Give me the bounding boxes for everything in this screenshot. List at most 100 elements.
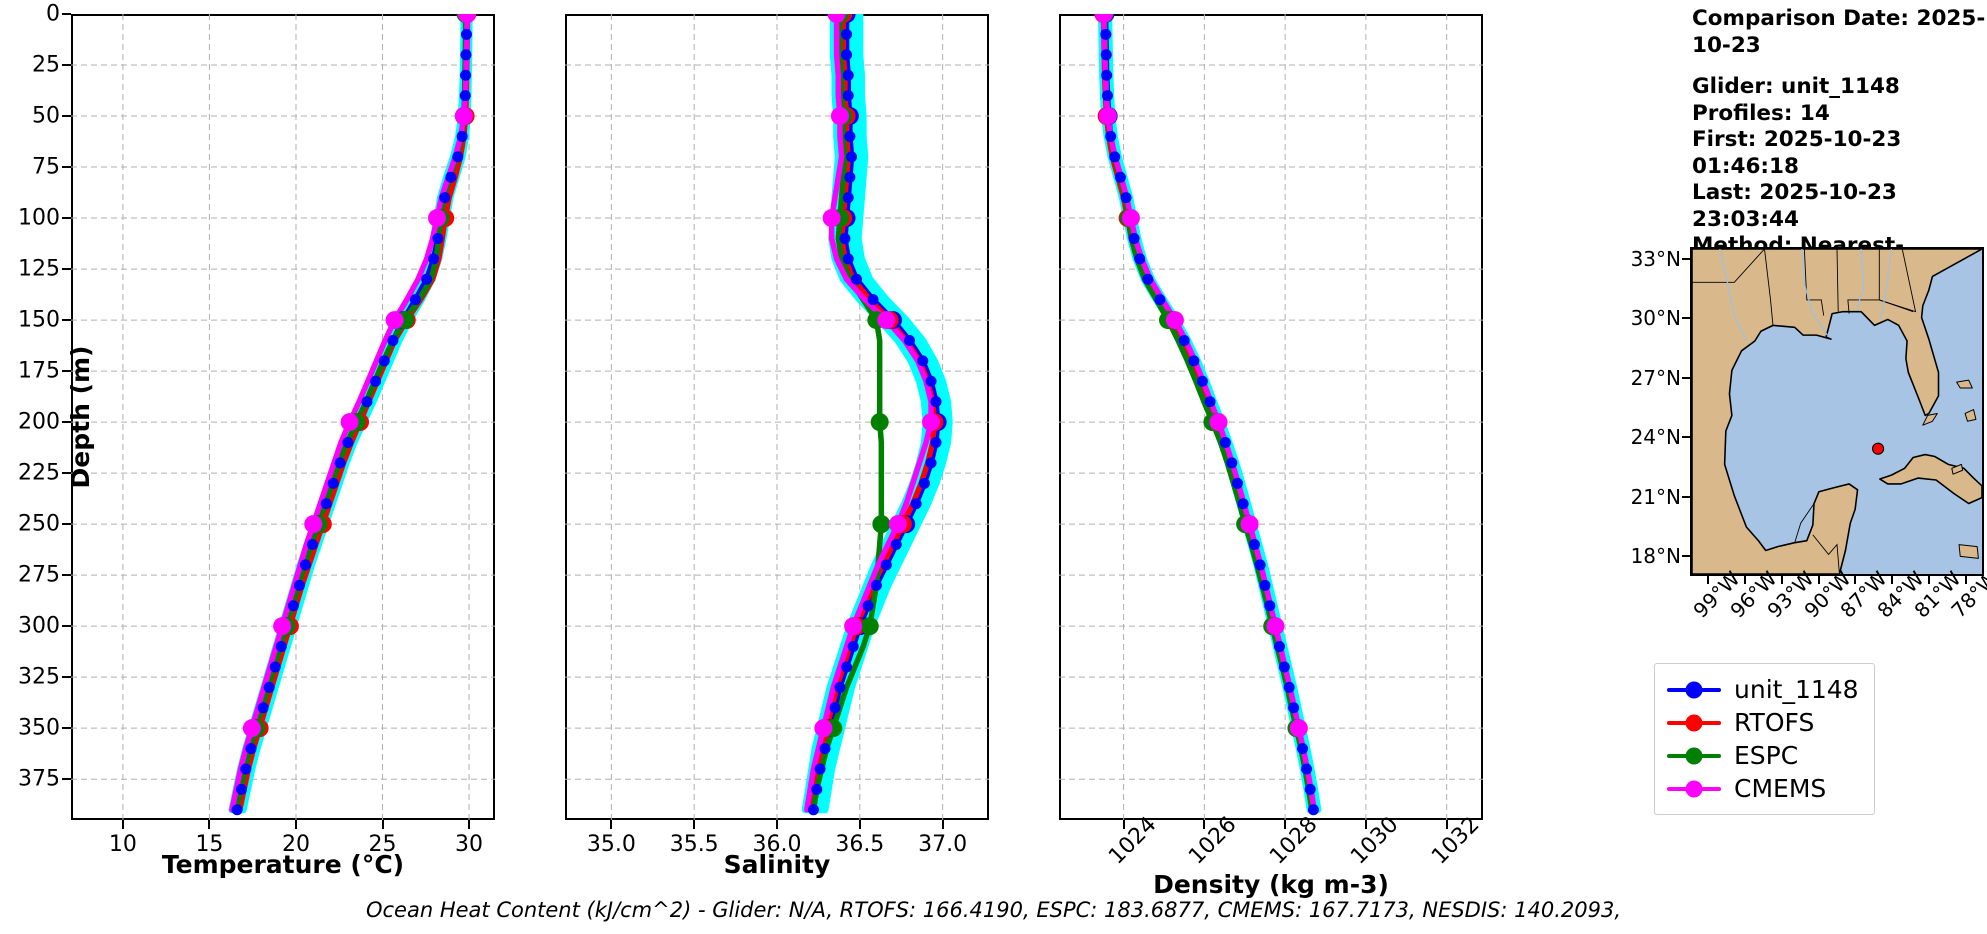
depth-tick-mark xyxy=(62,370,71,373)
axis-tick-label: 35.5 xyxy=(669,832,719,857)
depth-tick-label: 375 xyxy=(18,766,60,792)
axis-tick-mark xyxy=(610,820,613,829)
salinity-axis-label: Salinity xyxy=(723,850,831,879)
depth-tick-mark xyxy=(62,625,71,628)
map-lat-tick-mark xyxy=(1682,555,1690,558)
map-lat-tick-mark xyxy=(1682,257,1690,260)
depth-tick-mark xyxy=(62,166,71,169)
depth-tick-label: 100 xyxy=(18,205,60,231)
legend-item-unit_1148[interactable]: unit_1148 xyxy=(1667,673,1859,706)
axis-tick-mark xyxy=(468,820,471,829)
series-legend: unit_1148 RTOFS ESPC CMEMS xyxy=(1654,663,1875,815)
legend-line-swatch xyxy=(1667,681,1721,698)
depth-tick-mark xyxy=(62,64,71,66)
depth-tick-label: 200 xyxy=(18,409,60,435)
map-lat-tick-label: 24°N xyxy=(1630,425,1681,450)
depth-tick-mark xyxy=(62,778,71,781)
map-frame xyxy=(1690,247,1984,576)
metadata-block: Comparison Date: 2025-10-23 Glider: unit… xyxy=(1692,6,1987,286)
temperature-plot-frame xyxy=(71,14,495,820)
axis-tick-mark xyxy=(941,820,944,829)
depth-tick-mark xyxy=(62,421,71,424)
depth-tick-label: 0 xyxy=(46,1,60,27)
map-lat-tick-label: 18°N xyxy=(1630,544,1681,569)
first-profile-time-text: First: 2025-10-23 01:46:18 xyxy=(1692,127,1902,179)
axis-tick-mark xyxy=(121,820,124,829)
axis-tick-label: 1028 xyxy=(1265,812,1323,870)
map-lat-tick-label: 33°N xyxy=(1630,246,1681,271)
depth-tick-label: 75 xyxy=(32,154,60,180)
legend-item-label: RTOFS xyxy=(1734,708,1815,737)
legend-item-rtofs[interactable]: RTOFS xyxy=(1667,706,1859,739)
glider-id-text: Glider: unit_1148 xyxy=(1692,74,1900,99)
depth-tick-mark xyxy=(62,268,71,271)
legend-item-label: CMEMS xyxy=(1734,774,1827,803)
map-lat-tick-label: 30°N xyxy=(1630,306,1681,331)
depth-tick-mark xyxy=(62,217,71,220)
axis-tick-label: 36.0 xyxy=(752,832,802,857)
legend-item-label: unit_1148 xyxy=(1734,675,1859,704)
axis-tick-label: 1030 xyxy=(1346,812,1404,870)
salinity-plot-canvas xyxy=(565,14,989,820)
density-plot-canvas xyxy=(1059,14,1483,820)
depth-tick-label: 250 xyxy=(18,511,60,537)
depth-tick-label: 25 xyxy=(32,52,60,78)
axis-tick-mark xyxy=(381,820,384,829)
depth-tick-mark xyxy=(62,13,71,15)
legend-line-swatch xyxy=(1667,714,1721,731)
spacer xyxy=(1692,59,1987,74)
axis-tick-mark xyxy=(776,820,778,829)
depth-axis-label: Depth (m) xyxy=(65,345,95,489)
axis-tick-mark xyxy=(1284,820,1287,829)
legend-line-swatch xyxy=(1667,780,1721,797)
axis-tick-mark xyxy=(693,820,696,829)
ocean-heat-content-caption: Ocean Heat Content (kJ/cm^2) - Glider: N… xyxy=(0,898,1987,922)
map-lat-tick-mark xyxy=(1682,495,1690,498)
map-lon-tick-mark xyxy=(1891,576,1894,584)
axis-tick-label: 1032 xyxy=(1426,812,1485,870)
density-plot-frame xyxy=(1059,14,1483,820)
axis-tick-mark xyxy=(858,820,861,829)
map-lon-tick-mark xyxy=(1927,576,1930,584)
depth-tick-mark xyxy=(62,472,71,475)
map-lon-tick-mark xyxy=(1707,576,1710,584)
axis-tick-mark xyxy=(1445,820,1448,829)
axis-tick-label: 15 xyxy=(195,832,224,857)
legend-item-cmems[interactable]: CMEMS xyxy=(1667,772,1859,805)
depth-tick-label: 175 xyxy=(18,358,60,384)
axis-tick-mark xyxy=(294,820,297,829)
comparison-date-text: Comparison Date: 2025-10-23 xyxy=(1692,6,1986,58)
legend-item-label: ESPC xyxy=(1734,741,1799,770)
depth-tick-mark xyxy=(62,676,71,679)
axis-tick-label: 10 xyxy=(108,832,137,857)
map-lon-tick-mark xyxy=(1817,576,1820,584)
legend-item-espc[interactable]: ESPC xyxy=(1667,739,1859,772)
profiles-count-text: Profiles: 14 xyxy=(1692,100,1830,126)
axis-tick-label: 36.5 xyxy=(835,832,885,857)
axis-tick-label: 25 xyxy=(368,832,397,857)
map-lat-tick-label: 27°N xyxy=(1630,365,1681,390)
map-lat-tick-label: 21°N xyxy=(1630,484,1681,509)
last-profile-time-text: Last: 2025-10-23 23:03:44 xyxy=(1692,180,1897,232)
axis-tick-mark xyxy=(1203,820,1206,829)
axis-tick-mark xyxy=(1364,820,1367,829)
map-lon-tick-mark xyxy=(1744,576,1747,584)
temperature-panel: Depth (m) 0 25 50 75 100 125 150 175 200 225 250 27… xyxy=(18,2,495,879)
depth-tick-mark xyxy=(62,727,71,730)
legend-line-swatch xyxy=(1667,747,1721,764)
density-panel: 1024 1026 1028 1030 1032 Density (kg m-3) xyxy=(1059,14,1484,899)
map-lat-tick-mark xyxy=(1682,317,1690,320)
salinity-panel: 35.0 35.5 36.0 36.5 37.0 Salinity xyxy=(565,14,989,879)
temperature-plot-canvas xyxy=(71,14,495,820)
axis-tick-mark xyxy=(208,820,211,829)
depth-tick-label: 350 xyxy=(18,715,60,741)
axis-tick-label: 1026 xyxy=(1184,812,1242,870)
map-lon-tick-mark xyxy=(1780,576,1783,584)
map-lon-tick-mark xyxy=(1854,576,1857,584)
axis-tick-label: 35.0 xyxy=(586,832,636,857)
axis-tick-label: 20 xyxy=(281,832,310,857)
depth-tick-label: 325 xyxy=(18,664,60,690)
depth-tick-label: 125 xyxy=(18,256,60,282)
axis-tick-label: 1024 xyxy=(1103,812,1162,870)
